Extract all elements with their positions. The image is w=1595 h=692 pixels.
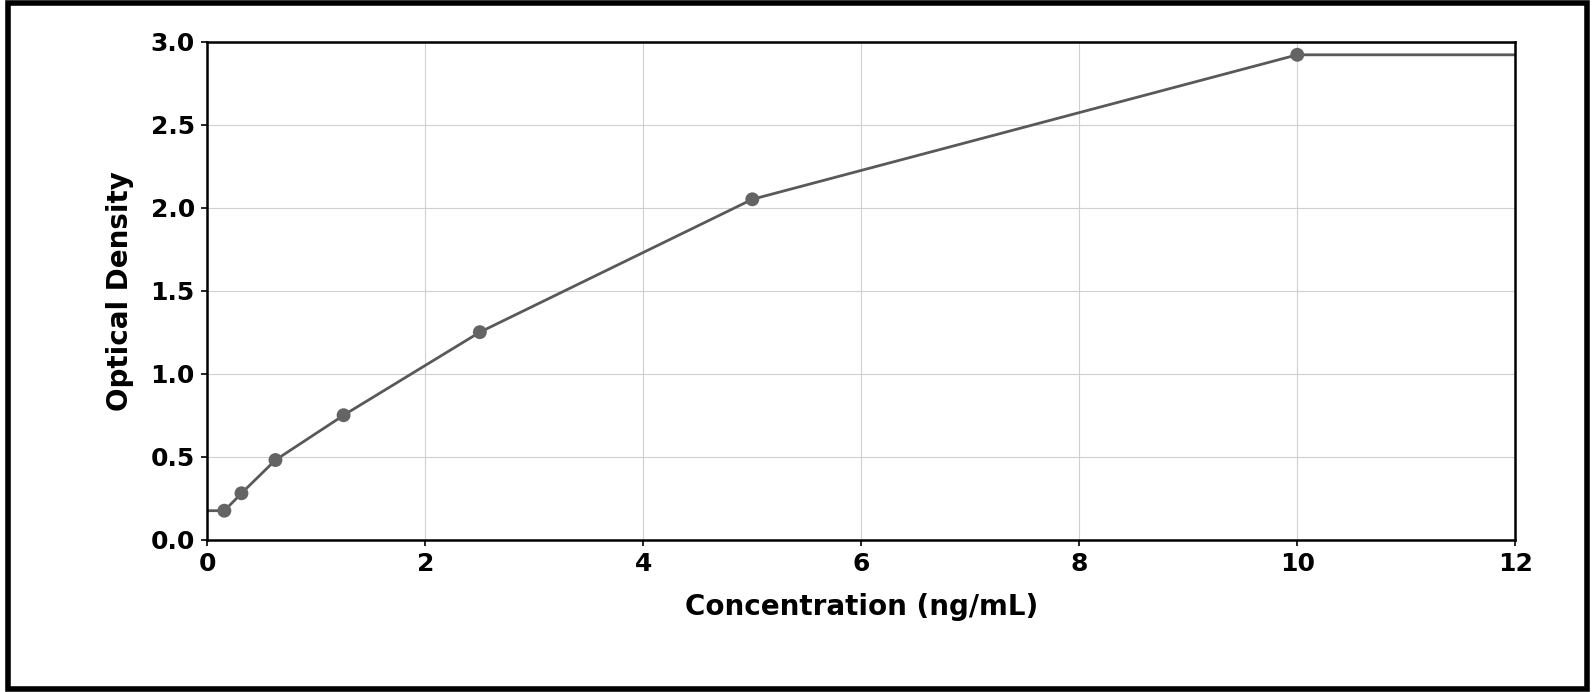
Point: [330, 410, 356, 421]
Point: [467, 327, 493, 338]
Point: [228, 488, 254, 499]
Point: [212, 505, 238, 516]
Point: [263, 455, 289, 466]
Point: [1284, 49, 1309, 60]
Point: [740, 194, 766, 205]
X-axis label: Concentration (ng/mL): Concentration (ng/mL): [684, 593, 1038, 621]
Y-axis label: Optical Density: Optical Density: [105, 171, 134, 410]
